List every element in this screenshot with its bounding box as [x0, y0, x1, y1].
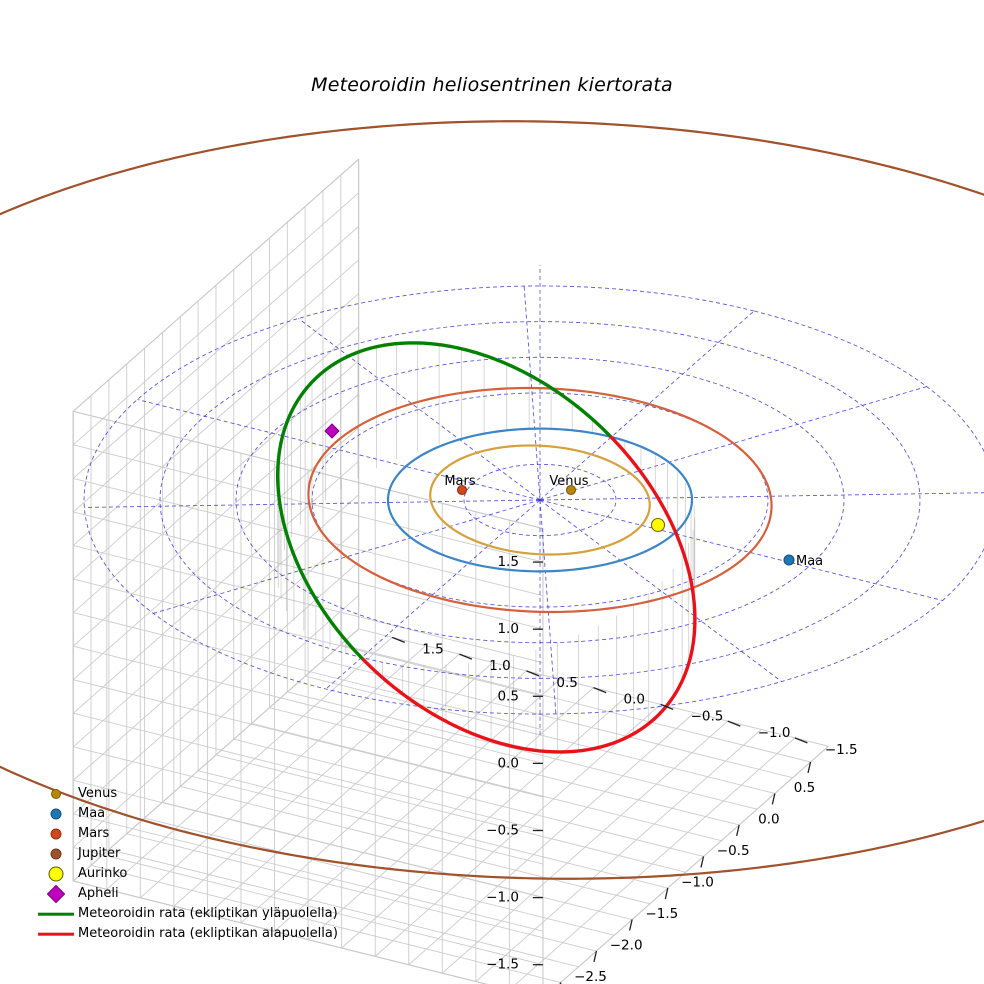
- svg-text:−1.5: −1.5: [825, 742, 858, 758]
- body-labels: Mars Venus Maa: [444, 474, 823, 569]
- legend-mars-dot-icon: [50, 828, 62, 840]
- legend-orbit-above-line-swatch: [38, 912, 74, 916]
- legend-jupiter-label: Jupiter: [78, 846, 121, 861]
- svg-text:−1.0: −1.0: [758, 725, 791, 741]
- svg-text:−1.5: −1.5: [645, 906, 678, 922]
- legend-venus-dot-icon: [51, 789, 61, 799]
- svg-text:1.5: 1.5: [497, 554, 518, 570]
- legend-apheli-label: Apheli: [78, 886, 119, 901]
- svg-text:0.0: 0.0: [758, 811, 779, 827]
- svg-text:0.0: 0.0: [624, 692, 645, 708]
- jupiter-orbit: [0, 120, 984, 880]
- svg-text:1.5: 1.5: [422, 641, 443, 657]
- svg-text:0.5: 0.5: [794, 780, 815, 796]
- orbit-stems: [277, 342, 696, 752]
- legend-orbit-below-label: Meteoroidin rata (ekliptikan alapuolella…: [78, 926, 338, 941]
- svg-text:0.5: 0.5: [497, 688, 518, 704]
- planet-orbits: [307, 386, 773, 614]
- svg-text:−2.5: −2.5: [574, 969, 607, 984]
- legend-mars-label: Mars: [78, 826, 110, 841]
- legend-aurinko-dot-icon: [48, 866, 64, 882]
- legend-orbit-below-line-swatch: [38, 932, 74, 936]
- aphelion-marker: [324, 423, 340, 439]
- legend-maa-dot-icon: [50, 808, 62, 820]
- legend-orbit-above-label: Meteoroidin rata (ekliptikan yläpuolella…: [78, 906, 338, 921]
- legend-jupiter[interactable]: Jupiter: [34, 844, 338, 864]
- legend: Venus Maa Mars Jupiter Aurinko Apheli Meteoroi…: [34, 784, 338, 944]
- body-markers: [324, 423, 795, 566]
- legend-maa[interactable]: Maa: [34, 804, 338, 824]
- legend-maa-label: Maa: [78, 806, 106, 821]
- svg-text:−1.0: −1.0: [486, 890, 519, 906]
- legend-apheli-diamond-icon: [46, 884, 66, 904]
- body-label-maa: Maa: [796, 554, 823, 569]
- axes-ticks: −3.0−2.5−2.0−1.5−1.0−0.50.00.5−1.5−1.0−0…: [391, 554, 858, 984]
- svg-text:−0.5: −0.5: [717, 843, 750, 859]
- svg-text:1.0: 1.0: [489, 658, 510, 674]
- legend-orbit-below[interactable]: Meteoroidin rata (ekliptikan alapuolella…: [34, 924, 338, 944]
- svg-text:−2.0: −2.0: [610, 938, 643, 954]
- sun-marker: [650, 517, 666, 533]
- legend-aurinko-label: Aurinko: [78, 866, 128, 881]
- svg-text:0.0: 0.0: [497, 755, 518, 771]
- svg-text:1.0: 1.0: [497, 621, 518, 637]
- legend-venus-label: Venus: [78, 786, 118, 801]
- svg-text:−0.5: −0.5: [486, 823, 519, 839]
- legend-jupiter-dot-icon: [50, 848, 62, 860]
- svg-text:−1.5: −1.5: [486, 957, 519, 973]
- svg-text:−1.0: −1.0: [681, 874, 714, 890]
- meteoroid-orbit: [276, 341, 697, 754]
- venus-marker: [565, 484, 577, 496]
- legend-apheli[interactable]: Apheli: [34, 884, 338, 904]
- earth-marker: [783, 554, 795, 566]
- legend-orbit-above[interactable]: Meteoroidin rata (ekliptikan yläpuolella…: [34, 904, 338, 924]
- legend-mars[interactable]: Mars: [34, 824, 338, 844]
- body-label-mars: Mars: [444, 474, 476, 489]
- legend-aurinko[interactable]: Aurinko: [34, 864, 338, 884]
- svg-text:−0.5: −0.5: [691, 708, 724, 724]
- mars-marker: [456, 484, 468, 496]
- axes-grid: [72, 158, 829, 984]
- body-label-venus: Venus: [549, 474, 588, 489]
- svg-text:0.5: 0.5: [556, 675, 577, 691]
- page-title: Meteoroidin heliosentrinen kiertorata: [311, 74, 673, 96]
- legend-venus[interactable]: Venus: [34, 784, 338, 804]
